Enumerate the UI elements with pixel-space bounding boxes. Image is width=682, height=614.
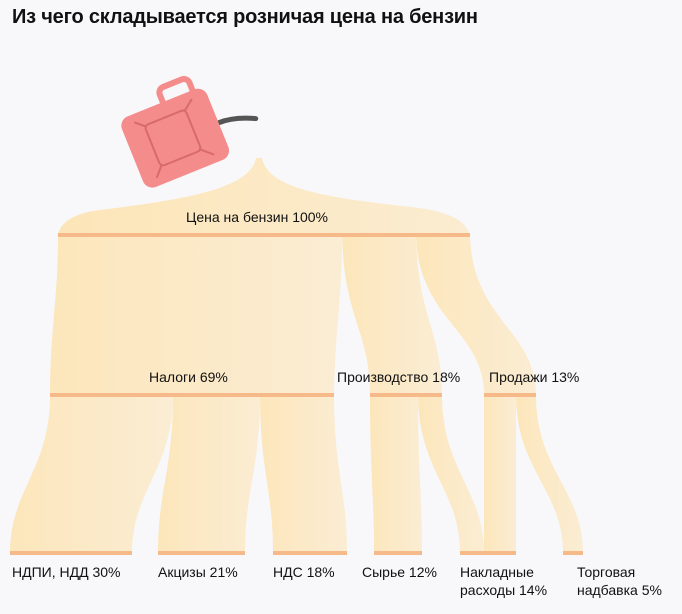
node-label-sales: Продажи 13% bbox=[489, 369, 580, 385]
flow-taxes-excise bbox=[158, 395, 260, 553]
bar-sales bbox=[484, 393, 536, 397]
flow-taxes-ndpi bbox=[10, 395, 173, 553]
bar-excise bbox=[158, 551, 245, 555]
diagram-title: Из чего складывается розничая цена на бе… bbox=[12, 6, 478, 28]
node-label-ndpi: НДПИ, НДД 30% bbox=[12, 564, 121, 580]
flow-root-production bbox=[342, 235, 442, 395]
flow-taxes-vat bbox=[260, 395, 347, 553]
bar-markup bbox=[563, 551, 583, 555]
node-label-taxes: Налоги 69% bbox=[149, 369, 228, 385]
node-label-markup: Торговая надбавка 5% bbox=[577, 564, 662, 598]
flow-production-overhead bbox=[418, 395, 484, 553]
flow-sales-overhead bbox=[484, 395, 516, 553]
node-label-production: Производство 18% bbox=[337, 369, 461, 385]
bar-vat bbox=[273, 551, 347, 555]
pour-stream bbox=[58, 158, 470, 235]
fuel-canister-icon bbox=[121, 76, 259, 188]
node-label-raw: Сырье 12% bbox=[362, 564, 437, 580]
node-label-root: Цена на бензин 100% bbox=[186, 209, 329, 225]
bar-raw bbox=[374, 551, 422, 555]
bar-production bbox=[370, 393, 442, 397]
bar-root bbox=[58, 233, 470, 237]
node-bars bbox=[10, 233, 583, 555]
flow-root-sales bbox=[416, 235, 536, 395]
node-label-overhead: Накладные расходы 14% bbox=[460, 564, 548, 598]
flows-root-to-groups bbox=[50, 235, 536, 395]
node-label-excise: Акцизы 21% bbox=[158, 564, 238, 580]
flow-sales-markup bbox=[516, 395, 583, 553]
flow-production-raw bbox=[370, 395, 422, 553]
node-label-vat: НДС 18% bbox=[273, 564, 335, 580]
flows-groups-to-leaves bbox=[10, 395, 583, 553]
bar-taxes bbox=[50, 393, 334, 397]
flow-root-taxes bbox=[50, 235, 342, 395]
bar-overhead bbox=[460, 551, 516, 555]
bar-ndpi bbox=[10, 551, 132, 555]
